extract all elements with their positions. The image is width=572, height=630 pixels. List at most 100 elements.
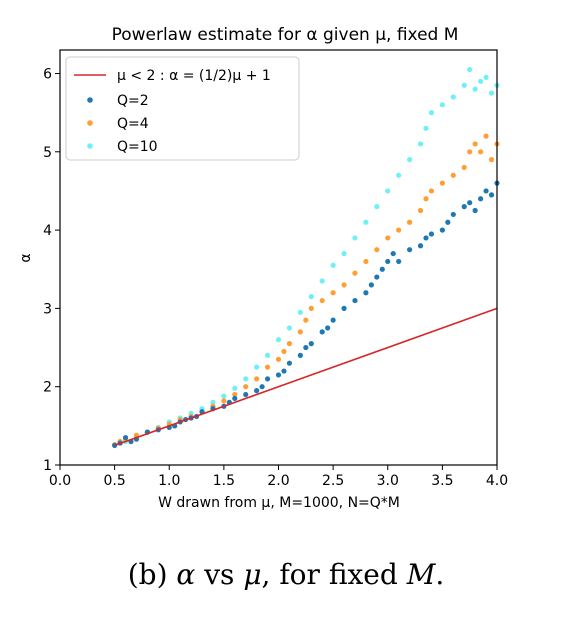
x-tick-label: 0.0 [49,473,71,489]
point-q10 [467,66,473,73]
point-q10 [374,204,380,210]
point-q10 [461,82,467,88]
point-q4 [396,227,402,233]
point-q4 [467,149,473,155]
point-q4 [488,157,495,163]
x-tick-label: 0.5 [103,473,125,489]
point-q4 [319,297,325,304]
point-q10 [472,86,478,92]
point-q2 [232,395,238,402]
point-q10 [417,141,424,147]
point-q2 [379,266,385,272]
legend-line-label: μ < 2 : α = (1/2)μ + 1 [117,68,271,84]
y-tick-label: 6 [43,66,52,82]
chart-title: Powerlaw estimate for α given μ, fixed M [112,25,459,45]
point-q2 [390,250,396,257]
point-q2 [254,388,260,394]
legend-q4-swatch [87,120,93,126]
point-q10 [428,110,435,116]
legend: μ < 2 : α = (1/2)μ + 1 Q=2 Q=4 Q=10 [65,56,300,161]
point-q4 [286,341,293,347]
caption-alpha: α [176,558,196,591]
x-tick-label: 2.5 [322,473,344,489]
point-q4 [232,391,238,398]
point-q4 [478,149,484,155]
point-q10 [210,399,216,405]
point-q2 [341,305,347,311]
y-tick-label: 1 [43,458,52,474]
point-q2 [385,258,391,265]
point-q2 [417,243,424,249]
point-q2 [243,391,249,398]
point-q10 [297,309,303,315]
point-q10 [330,262,336,268]
x-tick-label: 3.5 [431,473,453,489]
point-q10 [450,94,456,100]
caption-m: M [406,558,436,591]
caption-suffix: , for fixed [261,558,407,591]
point-q4 [428,188,435,194]
point-q2 [483,188,489,194]
point-q4 [385,235,391,241]
point-q2 [325,325,331,331]
x-tick-label: 1.0 [158,473,180,489]
chart: Powerlaw estimate for α given μ, fixed M… [18,25,508,511]
point-q10 [439,102,445,108]
point-q4 [275,356,282,362]
point-q4 [423,196,429,202]
point-q2 [478,196,484,202]
point-q2 [396,258,402,265]
point-q4 [363,258,369,265]
point-q4 [461,164,467,171]
point-q2 [259,384,265,390]
point-q10 [308,294,314,300]
point-q2 [450,211,456,218]
point-q2 [352,297,358,304]
point-q4 [472,141,478,147]
point-q2 [428,231,435,237]
point-q10 [407,157,413,163]
point-q4 [483,133,489,139]
point-q10 [423,125,429,131]
point-q2 [423,235,429,241]
point-q4 [281,348,287,355]
point-q4 [407,219,413,225]
legend-q4-label: Q=4 [117,116,149,132]
legend-q2-label: Q=2 [117,93,149,109]
legend-box [65,56,300,161]
point-q4 [303,317,309,323]
point-q4 [374,247,380,253]
caption-mu: μ [243,558,262,591]
point-q10 [385,188,391,194]
point-q2 [445,219,451,225]
point-q10 [483,74,489,81]
point-q4 [221,398,227,404]
point-q4 [450,172,456,178]
caption-middle: vs [195,558,244,591]
point-q10 [254,364,260,370]
point-q2 [488,192,495,198]
reference-line [114,307,498,447]
y-tick-label: 2 [43,380,52,396]
x-tick-label: 1.5 [213,473,235,489]
point-q2 [461,204,467,210]
x-axis-label: W drawn from μ, M=1000, N=Q*M [158,495,400,511]
point-q2 [297,352,303,358]
point-q10 [319,278,325,284]
point-q2 [368,282,374,288]
point-q4 [243,384,249,390]
point-q10 [488,90,495,96]
y-tick-label: 4 [43,223,52,239]
x-tick-label: 2.0 [267,473,289,489]
point-q4 [352,270,358,276]
point-q2 [308,341,314,347]
plot-frame [59,49,498,466]
point-q4 [297,329,303,335]
point-q2 [122,434,129,441]
point-q10 [221,393,227,399]
point-q4 [439,180,445,186]
point-q2 [330,317,336,323]
point-q4 [308,305,314,311]
point-q2 [286,360,293,366]
point-q10 [363,219,369,225]
